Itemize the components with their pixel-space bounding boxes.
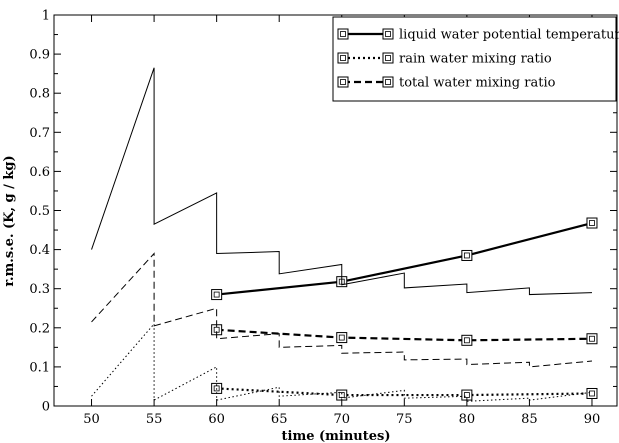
legend: liquid water potential temperature rain w… (332, 16, 619, 102)
legend-marker (337, 76, 349, 88)
x-tick-label: 70 (333, 412, 350, 427)
legend-marker (382, 76, 394, 88)
x-tick-label: 90 (584, 412, 601, 427)
data-point-marker (586, 333, 598, 345)
series-line (216, 221, 593, 296)
legend-box (332, 16, 617, 102)
x-tick-label: 55 (146, 412, 163, 427)
data-point-marker-inner (589, 335, 595, 342)
data-point-marker-inner (463, 252, 470, 259)
legend-entry-label: total water mixing ratio (399, 76, 556, 91)
reference-series-line (91, 67, 592, 296)
data-point-marker (586, 217, 598, 229)
legend-marker (337, 52, 349, 64)
x-tick-label: 75 (396, 412, 413, 427)
y-tick-label: 0.6 (29, 165, 50, 180)
data-point-marker (586, 387, 598, 399)
data-point-marker-inner (589, 220, 595, 226)
y-tick-label: 0.3 (29, 282, 50, 297)
legend-marker-inner (340, 79, 346, 85)
legend-marker-inner (340, 31, 346, 37)
y-tick-label: 0.9 (29, 48, 50, 63)
legend-marker-inner (385, 79, 391, 85)
data-point-marker-inner (213, 291, 220, 298)
y-tick-label: 0.2 (29, 321, 50, 336)
legend-marker-inner (385, 31, 391, 37)
x-tick-label: 85 (521, 412, 538, 427)
legend-marker (382, 52, 394, 64)
x-tick-label: 50 (83, 412, 100, 427)
data-point-marker (461, 249, 473, 261)
data-point-marker (211, 289, 223, 301)
y-tick-label: 0.1 (29, 360, 50, 375)
y-axis-label: r.m.s.e. (K, g / kg) (2, 155, 17, 286)
x-tick-label: 60 (208, 412, 225, 427)
reference-series-line (91, 252, 593, 368)
x-axis-label: time (minutes) (282, 429, 391, 443)
y-tick-label: 0.7 (29, 126, 50, 141)
x-tick-label: 80 (459, 412, 476, 427)
legend-marker-inner (385, 55, 391, 61)
legend-entry-label: rain water mixing ratio (399, 52, 552, 67)
y-tick-label: 1 (42, 9, 50, 24)
y-tick-label: 0.8 (29, 87, 50, 102)
data-point-marker-inner (589, 390, 595, 397)
legend-marker (337, 28, 349, 40)
y-tick-label: 0.4 (29, 243, 50, 258)
legend-marker (382, 28, 394, 40)
y-tick-label: 0.5 (29, 204, 50, 219)
data-point-marker-inner (213, 385, 220, 392)
data-point-marker-inner (463, 337, 470, 344)
legend-marker-inner (340, 55, 346, 61)
series-line (216, 328, 592, 342)
x-tick-label: 65 (271, 412, 288, 427)
data-point-marker (336, 332, 348, 344)
legend-entry-label: liquid water potential temperature (399, 28, 619, 43)
data-point-marker-inner (338, 334, 345, 341)
y-tick-label: 0 (42, 400, 50, 415)
data-point-marker (461, 334, 473, 346)
